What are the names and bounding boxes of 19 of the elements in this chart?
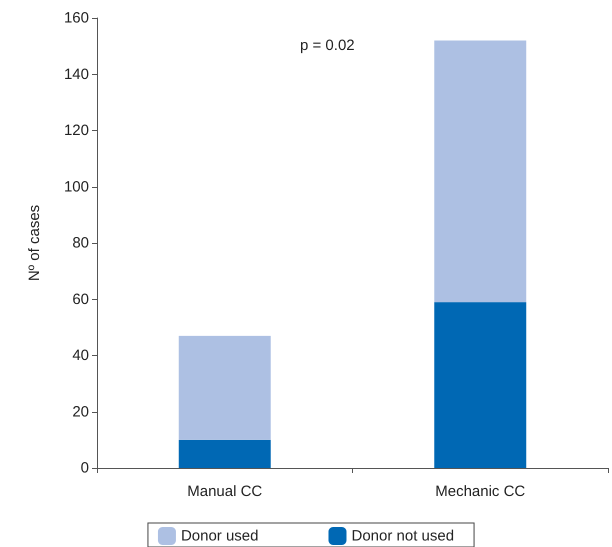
bar [178,336,271,440]
y-tick-label: 120 [64,122,89,139]
legend-label: Donor used [180,528,259,544]
x-tick-label: Mechanic CC [435,483,526,500]
y-tick-label: 60 [72,290,89,308]
y-tick-label: 140 [64,66,89,83]
y-tick-label: 20 [72,403,89,420]
y-tick-label: 0 [80,460,89,476]
bar [434,302,526,468]
annotation: p = 0.02 [300,37,355,54]
y-tick-label: 40 [72,347,89,364]
legend-label: Donor not used [351,528,454,544]
y-tick-label: 160 [64,10,89,26]
y-tick-label: 100 [64,178,89,196]
y-tick-label: 80 [72,234,89,252]
x-tick-label: Manual CC [187,483,262,500]
y-axis-title: Nº of cases [26,204,43,282]
bar [434,40,526,302]
bar [178,440,271,468]
